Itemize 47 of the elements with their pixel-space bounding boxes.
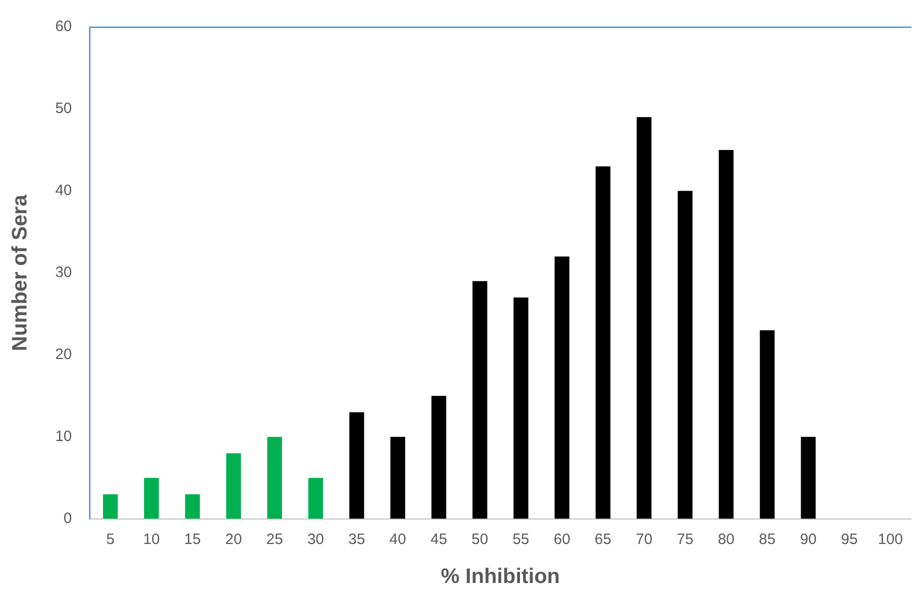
bar	[514, 297, 528, 519]
y-tick-label: 50	[55, 100, 72, 118]
x-axis-title: % Inhibition	[440, 565, 560, 588]
bar	[554, 256, 570, 519]
y-tick-label: 30	[55, 264, 72, 282]
y-axis-title: Number of Sera	[8, 194, 32, 352]
x-tick-label: 20	[225, 530, 242, 548]
bar	[144, 478, 159, 519]
x-tick-label: 75	[676, 530, 694, 548]
x-tick-label: 5	[106, 530, 115, 548]
bar	[308, 478, 324, 519]
x-tick-label: 60	[554, 530, 570, 548]
x-tick-label: 30	[307, 530, 324, 548]
x-tick-label: 80	[718, 530, 735, 548]
x-tick-label: 15	[184, 530, 201, 548]
bar	[349, 412, 364, 519]
x-tick-label: 95	[840, 530, 858, 548]
bar	[718, 150, 734, 519]
x-tick-label: 65	[594, 530, 612, 548]
x-tick-label: 70	[636, 530, 652, 548]
bar	[636, 117, 652, 519]
x-tick-label: 85	[758, 530, 776, 548]
y-tick-label: 0	[64, 510, 72, 527]
x-tick-label: 10	[143, 530, 160, 548]
x-tick-label: 100	[878, 530, 903, 548]
bar	[390, 436, 406, 519]
bar	[185, 494, 200, 519]
bar	[103, 494, 118, 519]
y-tick-label: 40	[55, 182, 72, 200]
y-tick-label: 60	[55, 18, 72, 36]
bar	[596, 166, 610, 519]
x-tick-label: 90	[800, 530, 817, 548]
bar	[472, 281, 488, 519]
bar	[800, 436, 816, 519]
y-tick-label: 10	[55, 428, 72, 445]
bar	[760, 330, 775, 519]
x-tick-label: 50	[472, 530, 488, 548]
y-tick-label: 20	[55, 346, 72, 364]
bar	[226, 453, 241, 519]
x-tick-label: 55	[512, 530, 530, 548]
x-tick-label: 25	[266, 530, 283, 548]
bar	[431, 396, 446, 519]
bar	[267, 436, 282, 519]
x-tick-label: 35	[348, 530, 366, 548]
x-tick-label: 40	[389, 530, 406, 548]
x-tick-label: 45	[430, 530, 448, 548]
bar	[678, 190, 693, 519]
